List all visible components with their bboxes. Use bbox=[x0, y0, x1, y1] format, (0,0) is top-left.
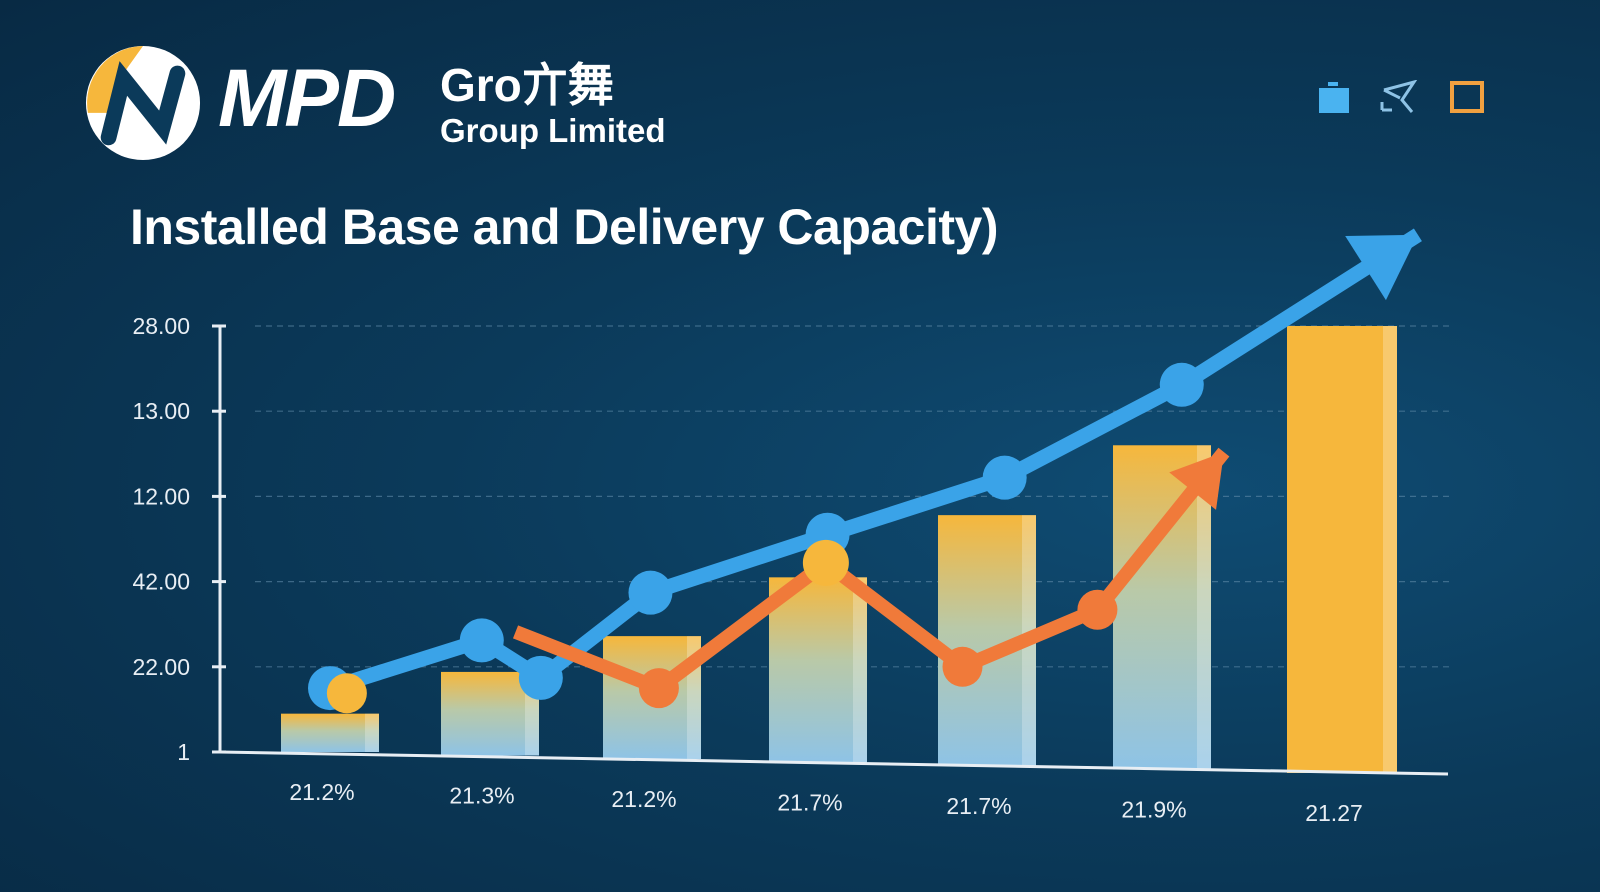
x-tick-label: 21.9% bbox=[1121, 797, 1186, 823]
marker-point bbox=[326, 673, 367, 714]
bar bbox=[769, 577, 867, 763]
y-tick-label: 1 bbox=[177, 739, 190, 765]
bar-side bbox=[853, 577, 867, 763]
series-point bbox=[982, 455, 1027, 500]
y-tick-label: 28.00 bbox=[132, 313, 190, 339]
bar bbox=[281, 713, 379, 752]
series-line bbox=[512, 447, 1230, 696]
series-point bbox=[518, 655, 563, 700]
y-tick-label: 42.00 bbox=[132, 569, 190, 595]
bar-side bbox=[1197, 445, 1211, 770]
chart-title: Installed Base and Delivery Capacity) bbox=[130, 199, 998, 255]
brand-line-2: Gro亣舞 bbox=[440, 59, 614, 111]
series-arrowhead bbox=[1345, 234, 1418, 301]
series-point bbox=[942, 646, 983, 687]
clipboard-icon[interactable] bbox=[1318, 80, 1350, 114]
bar bbox=[1287, 326, 1397, 773]
series-point bbox=[638, 668, 679, 709]
company-logo bbox=[85, 45, 201, 161]
y-tick-label: 12.00 bbox=[132, 483, 190, 509]
series-point bbox=[1159, 362, 1204, 407]
bar-side bbox=[365, 713, 379, 752]
expand-icon[interactable] bbox=[1378, 80, 1420, 114]
series-arrowhead bbox=[1169, 452, 1224, 510]
series-point bbox=[628, 570, 673, 615]
x-tick-label: 21.2% bbox=[289, 779, 354, 805]
marker-point bbox=[802, 539, 849, 586]
bar-side bbox=[1383, 326, 1397, 773]
x-tick-label: 21.7% bbox=[946, 793, 1011, 819]
x-tick-label: 21.2% bbox=[611, 786, 676, 812]
series-point bbox=[1077, 589, 1118, 630]
y-tick-label: 13.00 bbox=[132, 398, 190, 424]
x-tick-label: 21.3% bbox=[449, 783, 514, 809]
y-tick-label: 22.00 bbox=[132, 654, 190, 680]
series-point bbox=[459, 618, 504, 663]
x-tick-label: 21.7% bbox=[777, 790, 842, 816]
brand-subtitle: Group Limited bbox=[440, 112, 666, 149]
x-tick-label: 21.27 bbox=[1305, 800, 1363, 826]
x-axis bbox=[219, 750, 1449, 776]
brand-name: MPD bbox=[218, 53, 396, 144]
square-icon[interactable] bbox=[1450, 80, 1486, 116]
series-line bbox=[327, 228, 1422, 696]
